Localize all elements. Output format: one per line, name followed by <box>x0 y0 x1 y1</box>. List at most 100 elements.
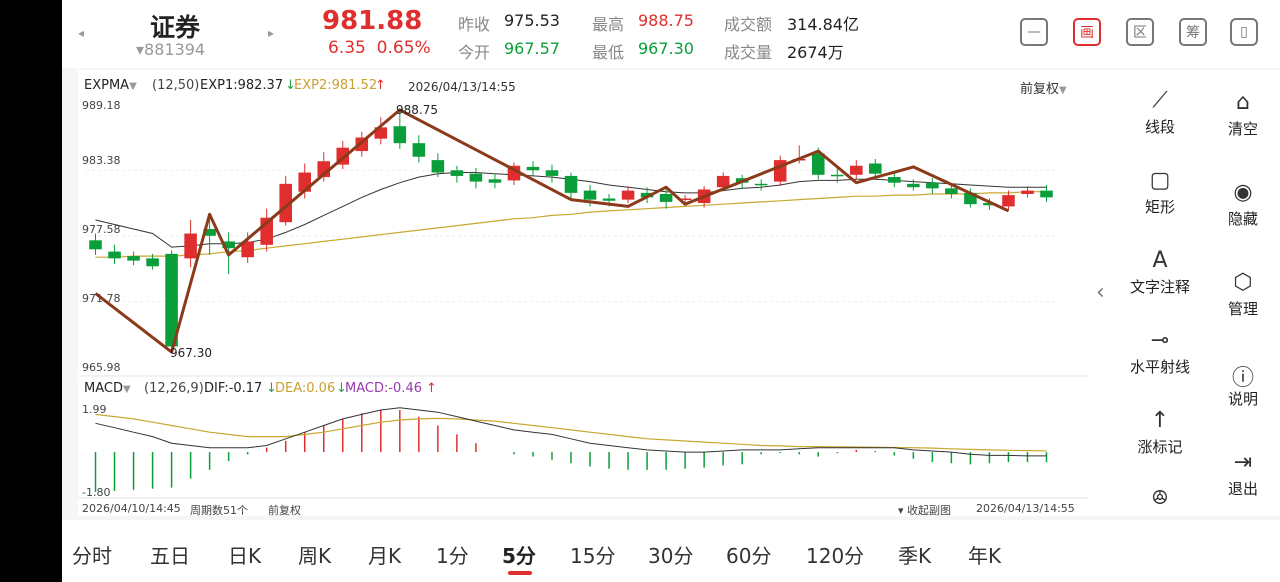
high-label: 最高 <box>592 15 625 34</box>
zone-icon: 区 <box>1133 25 1147 41</box>
exit-icon: ⇥ <box>1233 450 1253 475</box>
y-tick-2: 983.38 <box>82 154 121 167</box>
tab-120min[interactable]: 120分 <box>806 544 865 568</box>
macd-max-tick: 1.99 <box>82 403 107 416</box>
stock-code[interactable]: ▾881394 <box>136 40 206 59</box>
candle-body <box>602 198 616 201</box>
candle-body <box>545 170 559 176</box>
manage-button[interactable]: ⬡ 管理 <box>1216 270 1270 319</box>
candle-body <box>431 160 445 173</box>
dropdown-icon: ▾ <box>136 40 145 59</box>
tool-line-segment[interactable]: ⟋ 线段 <box>1128 88 1192 137</box>
chip-icon: 筹 <box>1186 25 1200 41</box>
macd-min-tick: -1.80 <box>82 486 111 499</box>
sub-indicator-select[interactable]: MACD▼ <box>84 381 131 396</box>
dea-line <box>95 413 1047 452</box>
rectangle-icon: ▢ <box>1149 168 1171 193</box>
main-indicator-select[interactable]: EXPMA▼ <box>84 78 137 93</box>
tab-1min[interactable]: 1分 <box>436 544 469 568</box>
candle-body <box>1021 190 1034 194</box>
tab-weekly-k[interactable]: 周K <box>298 544 332 568</box>
exp1-value: EXP1:982.37 <box>200 78 284 93</box>
candle-body <box>279 183 292 223</box>
start-time: 2026/04/10/14:45 <box>82 502 181 515</box>
candle-body <box>222 241 235 249</box>
rotate-screen-button[interactable]: ▯ <box>1230 18 1258 46</box>
adjust-mode-bottom: 前复权 <box>268 504 301 517</box>
exp1-arrow-icon: ↓ <box>285 78 296 93</box>
tool-rectangle[interactable]: ▢ 矩形 <box>1128 168 1192 217</box>
volume-value: 2674万 <box>787 43 844 62</box>
zone-button[interactable]: 区 <box>1126 18 1154 46</box>
high-value: 988.75 <box>638 11 694 30</box>
prev-close-label: 昨收 <box>458 15 491 34</box>
candle-body <box>850 165 863 175</box>
line-segment-icon: ⟋ <box>1152 88 1168 113</box>
rotate-phone-icon: ▯ <box>1240 24 1248 40</box>
candle-body <box>108 251 121 259</box>
candle-body <box>526 166 540 171</box>
open-value: 967.57 <box>504 39 560 58</box>
candle-body <box>811 153 825 175</box>
tab-15min[interactable]: 15分 <box>570 544 616 568</box>
tab-monthly-k[interactable]: 月K <box>368 544 402 568</box>
help-button[interactable]: ⓘ 说明 <box>1216 360 1270 409</box>
candle-body <box>412 143 426 157</box>
drawn-trend-line <box>94 108 1010 354</box>
tool-more[interactable]: ꔮ <box>1128 486 1192 514</box>
period-count: 周期数51个 <box>190 504 248 517</box>
tab-5min[interactable]: 5分 <box>502 544 536 568</box>
low-marker-label: 967.30 <box>170 346 212 360</box>
candle-body <box>488 179 502 183</box>
candle-body <box>640 192 654 198</box>
low-label: 最低 <box>592 43 625 62</box>
chip-button[interactable]: 筹 <box>1179 18 1207 46</box>
candle-body <box>583 190 597 200</box>
figures-icon: ꔮ <box>1151 486 1169 511</box>
collapse-panel-chevron-icon[interactable]: ‹ <box>1096 280 1105 305</box>
kline-chart-card[interactable]: EXPMA▼ (12,50) EXP1:982.37 ↓ EXP2:981.52… <box>78 70 1088 517</box>
tab-intraday[interactable]: 分时 <box>72 544 112 568</box>
y-tick-3: 977.58 <box>82 223 121 236</box>
next-stock-arrow-icon[interactable]: ▸ <box>268 26 275 40</box>
tab-quarterly-k[interactable]: 季K <box>898 544 932 568</box>
tab-30min[interactable]: 30分 <box>648 544 694 568</box>
dropdown-icon: ▼ <box>1059 85 1067 96</box>
tool-text-note[interactable]: A 文字注释 <box>1118 248 1202 297</box>
candle-body <box>1002 195 1015 207</box>
candle-body <box>869 163 882 174</box>
minimize-button[interactable]: — <box>1020 18 1048 46</box>
candle-body <box>393 126 407 144</box>
prev-stock-arrow-icon[interactable]: ◂ <box>78 26 85 40</box>
collapse-subchart-button[interactable]: ▾ 收起副图 <box>898 504 952 517</box>
tab-daily-k[interactable]: 日K <box>228 544 262 568</box>
drawing-tools-panel: ‹ ⟋ 线段 ▢ 矩形 A 文字注释 ⊸ 水平射线 ↑ 涨标记 ꔮ ⌂ 清空 ◉ 隐藏 ⬡ 管理… <box>1088 70 1280 516</box>
tab-yearly-k[interactable]: 年K <box>968 544 1002 568</box>
amount-value: 314.84亿 <box>787 15 859 34</box>
candle-body <box>374 127 388 139</box>
tab-60min[interactable]: 60分 <box>726 544 772 568</box>
y-tick-5: 965.98 <box>82 361 121 374</box>
end-time: 2026/04/13/14:55 <box>976 502 1075 515</box>
draw-button[interactable]: 画 <box>1073 18 1101 46</box>
dropdown-icon: ▼ <box>122 384 131 395</box>
candle-body <box>450 170 464 176</box>
tool-up-mark[interactable]: ↑ 涨标记 <box>1128 408 1192 457</box>
active-tab-indicator <box>508 571 532 575</box>
hide-button[interactable]: ◉ 隐藏 <box>1216 180 1270 229</box>
amount-label: 成交额 <box>724 15 773 34</box>
clear-button[interactable]: ⌂ 清空 <box>1216 90 1270 139</box>
kline-chart-svg[interactable] <box>78 70 1088 516</box>
candle-body <box>964 192 977 205</box>
adjust-select[interactable]: 前复权▼ <box>1020 82 1067 97</box>
candle-body <box>89 240 102 250</box>
dropdown-icon: ▼ <box>129 81 137 92</box>
tab-five-day[interactable]: 五日 <box>150 544 190 568</box>
exit-button[interactable]: ⇥ 退出 <box>1216 450 1270 499</box>
horizontal-ray-icon: ⊸ <box>1150 328 1170 353</box>
tool-horizontal-ray[interactable]: ⊸ 水平射线 <box>1118 328 1202 377</box>
dif-line <box>95 407 1047 457</box>
candle-body <box>621 190 635 200</box>
sub-indicator-params: (12,26,9) <box>144 381 204 396</box>
candle-body <box>165 253 178 347</box>
